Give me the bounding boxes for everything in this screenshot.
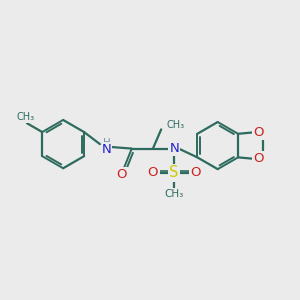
Text: CH₃: CH₃: [164, 189, 184, 199]
Text: O: O: [148, 167, 158, 179]
Text: O: O: [254, 126, 264, 139]
Text: O: O: [254, 152, 264, 165]
Text: CH₃: CH₃: [16, 112, 34, 122]
Text: O: O: [190, 167, 201, 179]
Text: N: N: [169, 142, 179, 155]
Text: H: H: [103, 138, 110, 148]
Text: N: N: [101, 143, 111, 156]
Text: CH₃: CH₃: [167, 120, 184, 130]
Text: O: O: [116, 168, 127, 181]
Text: S: S: [169, 166, 179, 181]
